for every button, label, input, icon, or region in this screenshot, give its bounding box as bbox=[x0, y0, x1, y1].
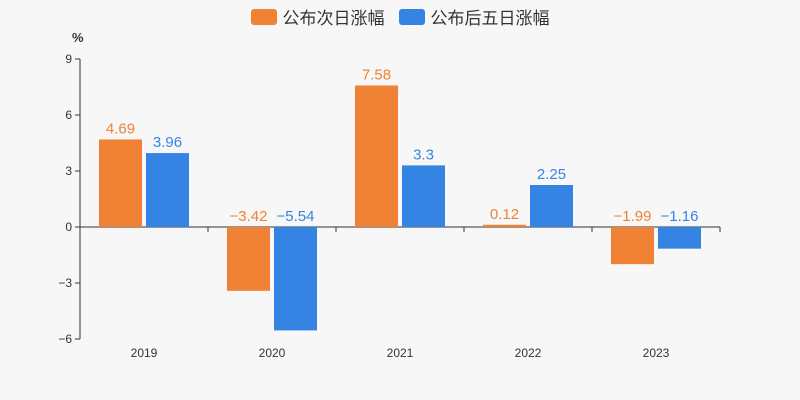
data-label: −3.42 bbox=[230, 208, 268, 225]
bar-2022-five-day bbox=[530, 185, 573, 227]
data-label: 2.25 bbox=[537, 166, 566, 183]
y-tick-label: −3 bbox=[58, 276, 72, 290]
x-tick-label: 2020 bbox=[259, 346, 286, 360]
legend-item-five-day[interactable]: 公布后五日涨幅 bbox=[398, 4, 550, 29]
bar-2020-next-day bbox=[227, 227, 270, 291]
y-tick-label: −6 bbox=[58, 332, 72, 346]
legend: 公布次日涨幅 公布后五日涨幅 bbox=[0, 4, 800, 29]
data-label: 3.3 bbox=[413, 146, 434, 163]
legend-swatch-five-day bbox=[398, 8, 425, 25]
legend-swatch-next-day bbox=[250, 8, 277, 25]
x-tick-label: 2019 bbox=[131, 346, 158, 360]
y-tick-label: 3 bbox=[65, 164, 72, 178]
bar-2021-five-day bbox=[402, 165, 445, 227]
y-tick-label: 0 bbox=[65, 220, 72, 234]
bar-2023-five-day bbox=[658, 227, 701, 249]
data-label: 0.12 bbox=[490, 206, 519, 223]
y-tick-label: 6 bbox=[65, 108, 72, 122]
bar-2020-five-day bbox=[274, 227, 317, 331]
y-tick-label: 9 bbox=[65, 52, 72, 66]
data-label: 3.96 bbox=[153, 134, 182, 151]
bar-2023-next-day bbox=[611, 227, 654, 265]
legend-label-five-day: 公布后五日涨幅 bbox=[430, 9, 550, 28]
legend-label-next-day: 公布次日涨幅 bbox=[282, 9, 385, 28]
data-label: −1.99 bbox=[614, 208, 652, 225]
x-tick-label: 2022 bbox=[515, 346, 542, 360]
data-label: −5.54 bbox=[277, 208, 315, 225]
data-label: 7.58 bbox=[362, 67, 391, 84]
legend-item-next-day[interactable]: 公布次日涨幅 bbox=[250, 4, 385, 29]
x-tick-label: 2023 bbox=[643, 346, 670, 360]
bar-2019-next-day bbox=[99, 139, 142, 227]
bar-2022-next-day bbox=[483, 224, 526, 227]
y-axis-unit: % bbox=[72, 30, 84, 45]
bar-2021-next-day bbox=[355, 85, 398, 227]
data-label: 4.69 bbox=[106, 120, 135, 137]
x-tick-label: 2021 bbox=[387, 346, 414, 360]
data-label: −1.16 bbox=[661, 208, 699, 225]
bar-2019-five-day bbox=[146, 153, 189, 227]
